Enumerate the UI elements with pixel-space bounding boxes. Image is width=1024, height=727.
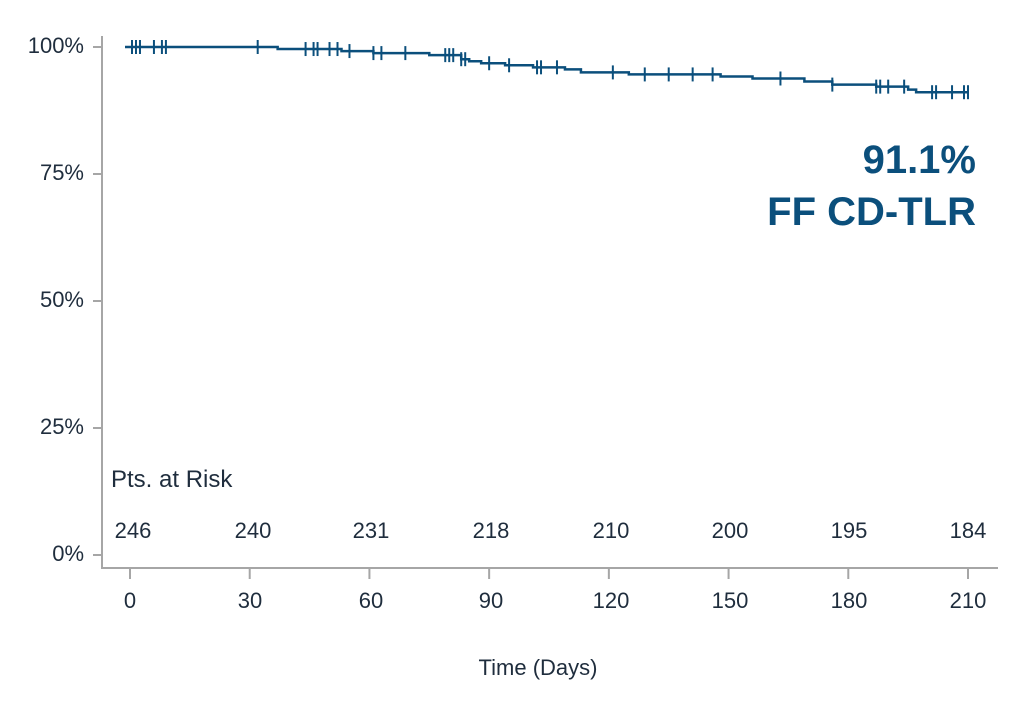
- y-tick-label-50: 50%: [39, 287, 84, 312]
- annotation-value: 91.1%: [862, 138, 976, 182]
- x-tick-label-60: 60: [358, 588, 384, 613]
- x-tick-label-30: 30: [237, 588, 263, 613]
- x-tick-label-210: 210: [949, 588, 987, 613]
- risk-value-60: 231: [352, 518, 390, 543]
- x-axis-title: Time (Days): [478, 655, 598, 680]
- x-tick-label-0: 0: [123, 588, 137, 613]
- risk-value-90: 218: [472, 518, 510, 543]
- risk-value-30: 240: [234, 518, 272, 543]
- x-tick-label-150: 150: [711, 588, 749, 613]
- risk-value-0: 246: [114, 518, 152, 543]
- y-tick-label-75: 75%: [39, 160, 84, 185]
- risk-value-210: 184: [949, 518, 987, 543]
- y-tick-label-100: 100%: [27, 33, 84, 58]
- risk-value-120: 210: [592, 518, 630, 543]
- x-tick-label-180: 180: [830, 588, 868, 613]
- x-tick-label-90: 90: [478, 588, 504, 613]
- x-tick-label-120: 120: [592, 588, 630, 613]
- risk-value-180: 195: [830, 518, 868, 543]
- y-tick-label-25: 25%: [39, 414, 84, 439]
- risk-value-150: 200: [711, 518, 749, 543]
- axes: [93, 36, 998, 579]
- y-tick-label-0: 0%: [52, 541, 84, 566]
- annotation-label: FF CD-TLR: [767, 190, 976, 234]
- km-step-line: [125, 45, 968, 94]
- survival-curve: [125, 40, 969, 100]
- risk-table-title: Pts. at Risk: [111, 466, 233, 493]
